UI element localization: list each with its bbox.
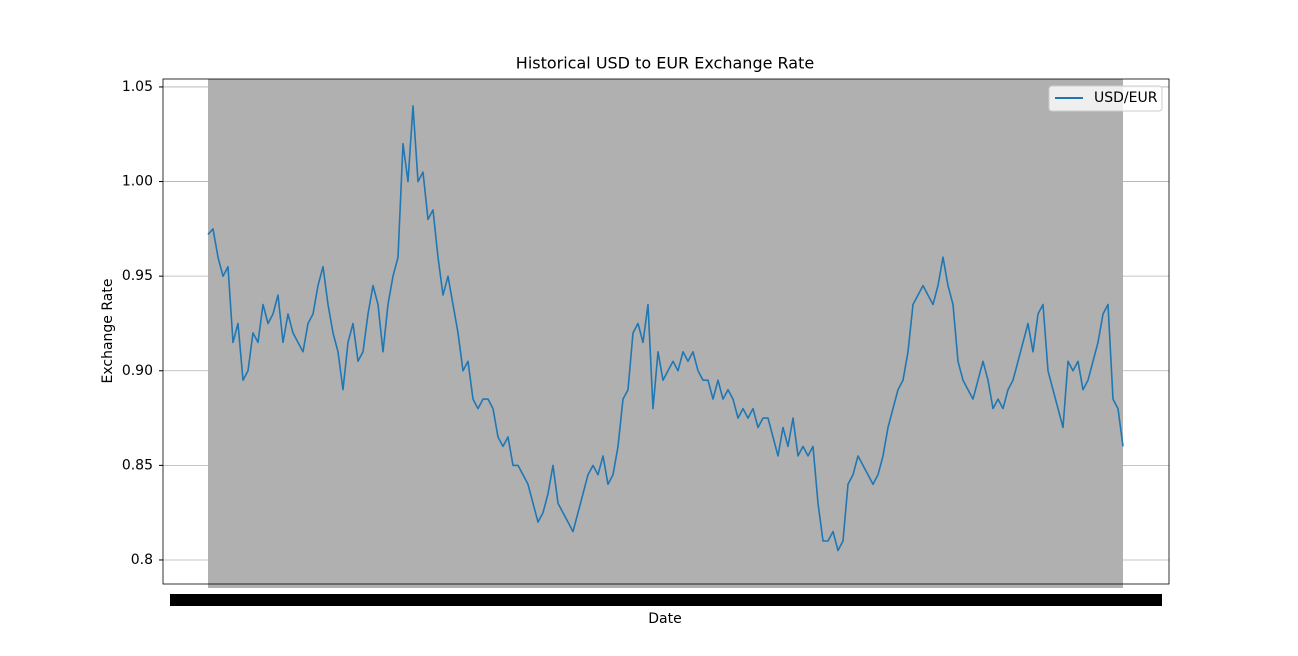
- grid: [163, 86, 1169, 561]
- legend-box: [1048, 85, 1163, 112]
- y-tick-label: 0.85: [122, 457, 153, 473]
- y-tick-label: 1.00: [122, 174, 153, 190]
- series-line: [207, 105, 1124, 552]
- y-tick-label: 0.90: [122, 363, 153, 379]
- overlapping-x-tick-labels: [170, 594, 1162, 606]
- y-tick-label: 1.05: [122, 79, 153, 95]
- chart-title: Historical USD to EUR Exchange Rate: [516, 54, 814, 73]
- legend-label: USD/EUR: [1094, 90, 1158, 106]
- plot-lines: [207, 105, 1124, 552]
- legend: USD/EUR: [1048, 85, 1163, 112]
- y-axis-label: Exchange Rate: [100, 279, 116, 384]
- y-tick-label: 0.95: [122, 268, 153, 284]
- x-axis-label: Date: [648, 611, 681, 627]
- y-tick-label: 0.8: [131, 552, 153, 568]
- axes-frame: [162, 78, 1170, 585]
- dense-grid-band: [208, 79, 1123, 588]
